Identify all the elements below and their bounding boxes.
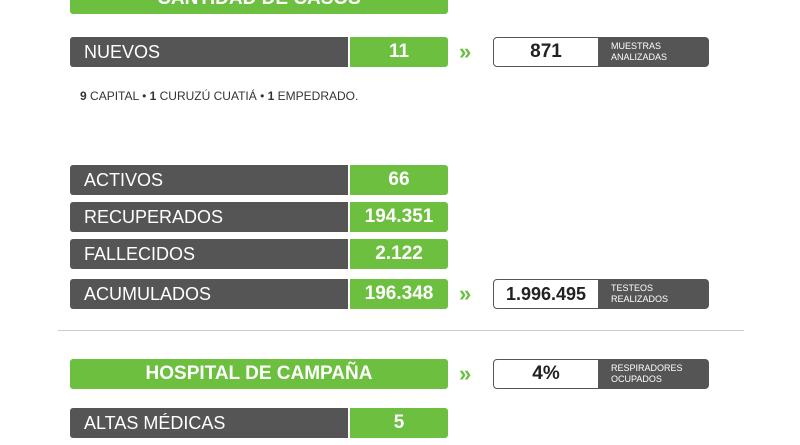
- fallecidos-value: 2.122: [350, 239, 448, 269]
- detail-place: CAPITAL: [90, 89, 139, 103]
- recuperados-value: 194.351: [350, 202, 448, 232]
- detail-separator: •: [260, 89, 265, 103]
- chevron-icon: »: [459, 39, 472, 64]
- nuevos-value: 11: [350, 37, 448, 67]
- detail-place: EMPEDRADO: [277, 89, 356, 103]
- respiradores-value: 4%: [493, 359, 599, 389]
- muestras-label-line1: MUESTRAS: [611, 41, 662, 51]
- muestras-label-line2: ANALIZADAS: [611, 52, 668, 62]
- altas-value: 5: [350, 408, 448, 438]
- recuperados-label: RECUPERADOS: [70, 202, 348, 232]
- altas-label: ALTAS MÉDICAS: [70, 408, 348, 438]
- nuevos-label: NUEVOS: [70, 37, 348, 67]
- detail-separator: •: [142, 89, 147, 103]
- muestras-value: 871: [493, 37, 599, 67]
- cases-detail: 9 CAPITAL • 1 CURUZÚ CUATIÁ • 1 EMPEDRAD…: [80, 89, 358, 103]
- testeos-label-line2: REALIZADOS: [611, 294, 669, 304]
- activos-label: ACTIVOS: [70, 165, 348, 195]
- acumulados-value: 196.348: [350, 279, 448, 309]
- testeos-label: TESTEOS REALIZADOS: [599, 279, 709, 309]
- hospital-title: HOSPITAL DE CAMPAÑA: [145, 363, 373, 384]
- chevron-icon: »: [459, 361, 472, 386]
- detail-count: 9: [80, 89, 87, 103]
- hospital-header: HOSPITAL DE CAMPAÑA: [70, 359, 448, 389]
- testeos-value: 1.996.495: [493, 279, 599, 309]
- detail-count: 1: [149, 89, 157, 103]
- respiradores-label-line2: OCUPADOS: [611, 374, 662, 384]
- cases-header-title: CANTIDAD DE CASOS: [157, 0, 361, 9]
- acumulados-label: ACUMULADOS: [70, 279, 348, 309]
- respiradores-label: RESPIRADORES OCUPADOS: [599, 359, 709, 389]
- detail-terminator: .: [355, 89, 359, 103]
- respiradores-label-line1: RESPIRADORES: [611, 363, 683, 373]
- muestras-label: MUESTRAS ANALIZADAS: [599, 37, 709, 67]
- testeos-label-line1: TESTEOS: [611, 283, 654, 293]
- section-divider: [58, 330, 744, 331]
- detail-count: 1: [267, 89, 275, 103]
- chevron-icon: »: [459, 281, 472, 306]
- fallecidos-label: FALLECIDOS: [70, 239, 348, 269]
- cases-header: CANTIDAD DE CASOS: [70, 0, 448, 14]
- detail-place: CURUZÚ CUATIÁ: [159, 89, 257, 103]
- activos-value: 66: [350, 165, 448, 195]
